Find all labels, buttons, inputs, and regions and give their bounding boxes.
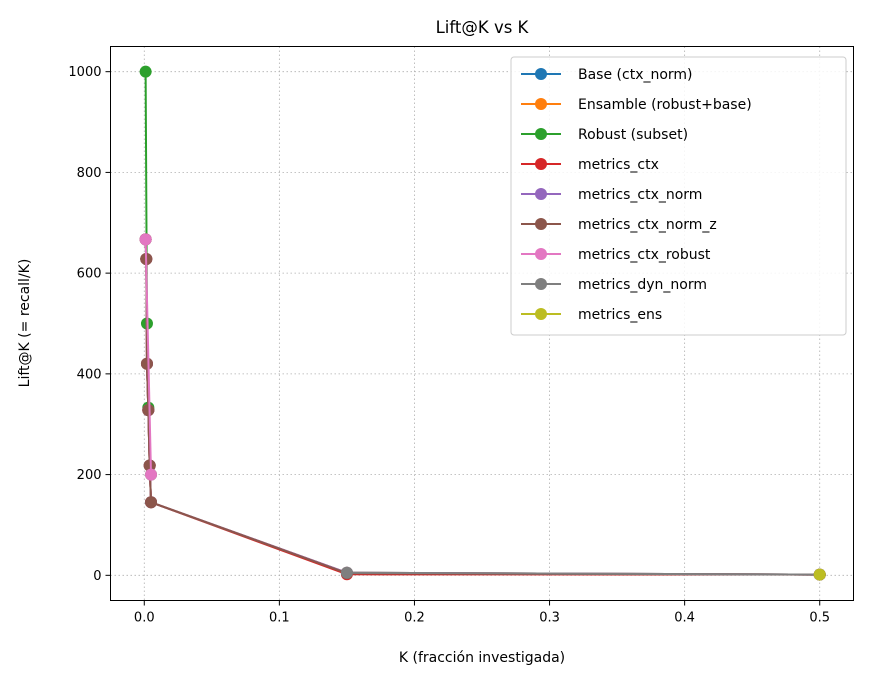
data-point xyxy=(140,357,153,370)
series-metrics-dyn-norm xyxy=(340,566,826,581)
legend-marker xyxy=(535,248,547,260)
plot-series xyxy=(139,65,826,581)
legend-item: Ensamble (robust+base) xyxy=(521,97,752,113)
x-tick-label: 0.1 xyxy=(269,611,290,626)
legend-box xyxy=(510,56,847,336)
data-point xyxy=(142,404,155,417)
legend-label: Robust (subset) xyxy=(578,127,688,143)
data-point xyxy=(145,496,158,509)
y-tick-label: 400 xyxy=(77,367,102,382)
data-point xyxy=(139,65,152,78)
axis-ticks: 0.0 0.1 0.2 0.3 0.4 0.5 0 200 400 600 800 1000 xyxy=(68,65,830,625)
legend-label: Ensamble (robust+base) xyxy=(578,97,752,113)
x-axis-label: K (fracción investigada) xyxy=(399,650,565,666)
legend-marker xyxy=(535,188,547,200)
plot-frame xyxy=(110,46,854,601)
legend-marker xyxy=(535,308,547,320)
legend-item: metrics_ctx xyxy=(521,157,659,173)
data-point xyxy=(813,568,826,581)
legend-item: metrics_ctx_robust xyxy=(521,247,711,263)
legend-marker xyxy=(535,278,547,290)
legend-label: metrics_ctx_norm_z xyxy=(578,217,717,233)
legend-label: metrics_ctx xyxy=(578,157,659,173)
series-metrics-ctx-robust xyxy=(139,233,158,481)
y-axis-label: Lift@K (= recall/K) xyxy=(17,259,33,388)
legend-item: metrics_dyn_norm xyxy=(521,277,707,293)
legend-marker xyxy=(535,68,547,80)
x-tick-label: 0.4 xyxy=(674,611,695,626)
legend-marker xyxy=(535,158,547,170)
legend-item: metrics_ctx_norm xyxy=(521,187,702,203)
series-metrics-ens xyxy=(813,568,826,581)
x-tick-label: 0.0 xyxy=(134,611,155,626)
legend-marker xyxy=(535,218,547,230)
y-tick-label: 0 xyxy=(93,569,101,584)
legend-item: metrics_ens xyxy=(521,307,662,323)
x-tick-label: 0.3 xyxy=(539,611,560,626)
y-tick-label: 800 xyxy=(77,166,102,181)
data-point xyxy=(340,566,353,579)
y-tick-label: 200 xyxy=(77,468,102,483)
legend-item: Base (ctx_norm) xyxy=(521,67,693,83)
legend-marker xyxy=(535,128,547,140)
data-point xyxy=(139,233,152,246)
data-point xyxy=(143,459,156,472)
x-tick-label: 0.2 xyxy=(404,611,425,626)
series-line xyxy=(346,571,820,576)
legend: Base (ctx_norm) Ensamble (robust+base) Rob… xyxy=(510,56,847,336)
data-point xyxy=(145,468,158,481)
legend-item: Robust (subset) xyxy=(521,127,688,143)
legend-label: Base (ctx_norm) xyxy=(578,67,693,83)
legend-label: metrics_ctx_robust xyxy=(578,247,711,263)
legend-item: metrics_ctx_norm_z xyxy=(521,217,717,233)
y-tick-label: 1000 xyxy=(68,65,101,80)
y-tick-label: 600 xyxy=(77,267,102,282)
legend-marker xyxy=(535,98,547,110)
x-tick-label: 0.5 xyxy=(809,611,830,626)
legend-label: metrics_ctx_norm xyxy=(578,187,702,203)
series-line xyxy=(144,239,153,475)
legend-label: metrics_dyn_norm xyxy=(578,277,707,293)
chart-title: Lift@K vs K xyxy=(436,18,530,37)
legend-label: metrics_ens xyxy=(578,307,662,323)
